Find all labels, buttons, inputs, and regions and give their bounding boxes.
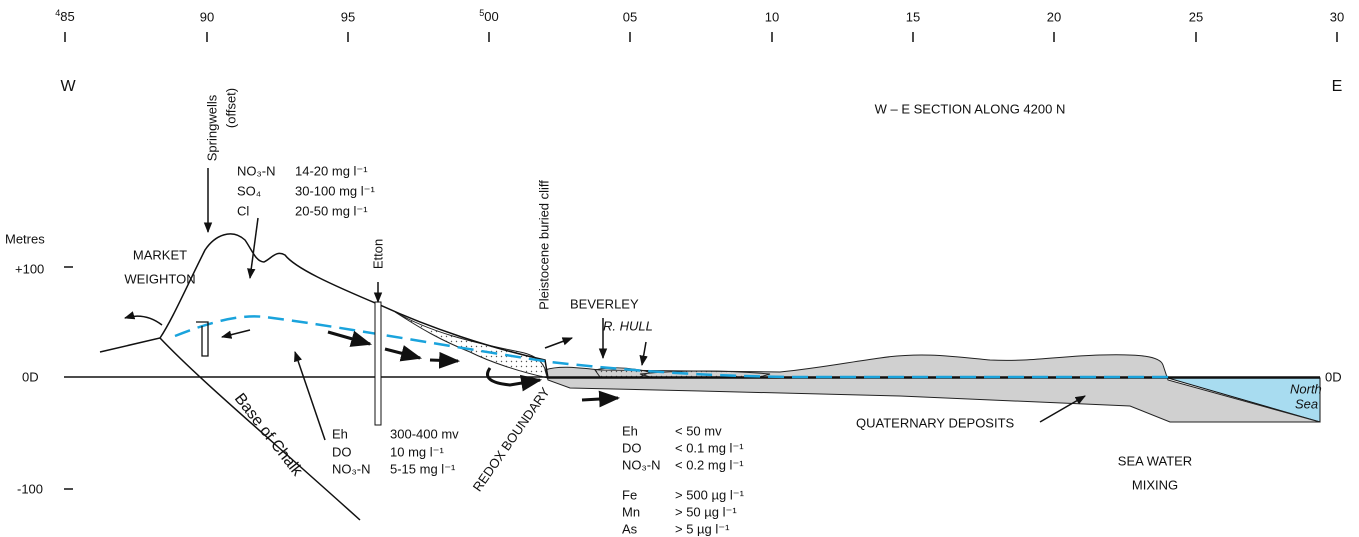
easting-label: 05 <box>623 9 637 24</box>
label: WEIGHTON <box>124 271 195 286</box>
easting-label: 95 <box>341 9 355 24</box>
chem-parameter: Eh <box>332 426 348 441</box>
easting-label: 90 <box>200 9 214 24</box>
chem-parameter: Fe <box>622 487 637 502</box>
chem-parameter: Cl <box>237 203 249 218</box>
depth-label: 0D <box>1325 369 1342 384</box>
east: E <box>1332 78 1343 95</box>
easting-label: 30 <box>1330 9 1344 24</box>
chem-value: < 0.2 mg l⁻¹ <box>675 457 744 472</box>
label: QUATERNARY DEPOSITS <box>856 415 1015 430</box>
chem-value: > 500 µg l⁻¹ <box>675 487 745 502</box>
label: SEA WATER <box>1118 453 1192 468</box>
chem-value: > 50 µg l⁻¹ <box>675 504 737 519</box>
cross-section: 485 90 95 500 05 10 15 20 25 30 W E W – … <box>0 0 1359 537</box>
label: Springwells <box>204 94 219 161</box>
chem-value: 14-20 mg l⁻¹ <box>295 163 368 178</box>
chem-parameter: SO₄ <box>237 183 261 198</box>
section-title: W – E SECTION ALONG 4200 N <box>875 101 1066 116</box>
easting-label: 10 <box>765 9 779 24</box>
label: North <box>1290 381 1322 396</box>
chem-parameter: DO <box>332 444 352 459</box>
label: Base of Chalk <box>231 390 306 480</box>
easting-label: 15 <box>906 9 920 24</box>
depth-label: -100 <box>17 481 43 496</box>
chem-value: < 50 mv <box>675 423 722 438</box>
etton-well <box>375 302 381 425</box>
label: MARKET <box>133 247 187 262</box>
chem-value: 10 mg l⁻¹ <box>390 444 444 459</box>
depth-ticks <box>64 267 73 489</box>
depth-label: +100 <box>15 261 44 276</box>
chem-value: < 0.1 mg l⁻¹ <box>675 440 744 455</box>
easting-label: 500 <box>479 8 498 24</box>
top-axis <box>65 32 1337 42</box>
axis-title: Metres <box>5 231 45 246</box>
easting-label: 485 <box>55 8 74 24</box>
chem-value: > 5 µg l⁻¹ <box>675 521 730 536</box>
label: Etton <box>370 239 385 269</box>
label: MIXING <box>1132 477 1178 492</box>
chem-parameter: Eh <box>622 423 638 438</box>
label: REDOX BOUNDARY <box>470 384 553 494</box>
chem-parameter: NO₃-N <box>622 457 661 472</box>
easting-label: 20 <box>1047 9 1061 24</box>
chem-value: 20-50 mg l⁻¹ <box>295 203 368 218</box>
label: (offset) <box>223 88 238 128</box>
chem-parameter: NO₃-N <box>237 163 276 178</box>
chem-parameter: NO₃-N <box>332 461 371 476</box>
chem-parameter: Mn <box>622 504 640 519</box>
label: Pleistocene buried cliff <box>536 180 551 310</box>
depth-label: 0D <box>22 369 39 384</box>
chem-value: 30-100 mg l⁻¹ <box>295 183 376 198</box>
label: Sea <box>1295 396 1318 411</box>
chem-value: 5-15 mg l⁻¹ <box>390 461 456 476</box>
label: BEVERLEY <box>570 296 639 311</box>
west: W <box>60 78 76 95</box>
label: R. HULL <box>603 318 653 333</box>
chem-parameter: As <box>622 521 638 536</box>
easting-label: 25 <box>1189 9 1203 24</box>
chem-value: 300-400 mv <box>390 426 459 441</box>
chem-parameter: DO <box>622 440 642 455</box>
